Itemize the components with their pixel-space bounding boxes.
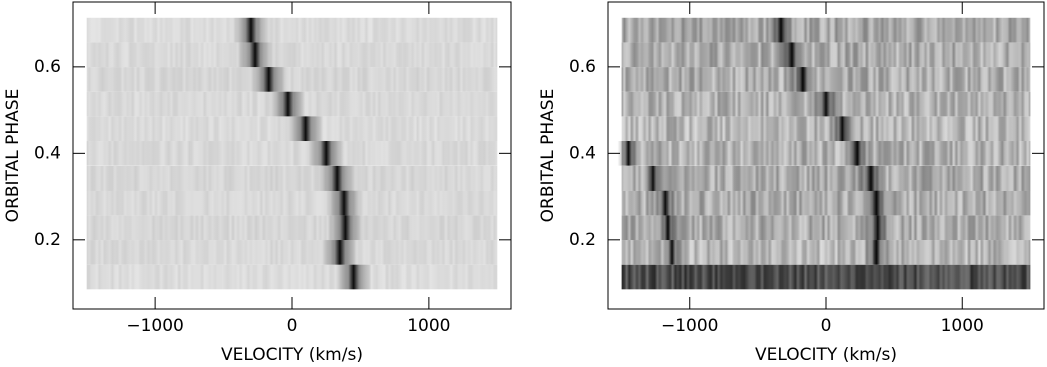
spectrum-row <box>621 116 1031 142</box>
y-tick-label: 0.2 <box>34 230 61 250</box>
absorption-feature <box>862 240 891 265</box>
absorption-feature <box>864 215 892 241</box>
x-tick-label: −1000 <box>661 316 719 336</box>
absorption-feature <box>778 42 806 68</box>
y-tick-label: 0.2 <box>569 230 596 250</box>
spectrum-row <box>621 240 1031 265</box>
spectrum-row <box>86 264 498 290</box>
spectrum-row <box>621 141 1031 166</box>
spectrum-row <box>621 42 1031 68</box>
absorption-feature <box>617 141 640 166</box>
absorption-feature <box>767 17 795 43</box>
spectrum-row <box>86 67 498 92</box>
spectrum-row <box>86 190 498 216</box>
y-tick-label: 0.4 <box>34 143 61 163</box>
absorption-feature <box>654 190 677 216</box>
absorption-feature <box>335 264 372 290</box>
absorption-feature <box>326 190 362 216</box>
absorption-feature <box>789 67 817 92</box>
absorption-feature <box>270 91 306 117</box>
spectrum-row <box>621 17 1031 43</box>
x-tick-label: −1000 <box>126 316 184 336</box>
spectrum-row <box>86 240 498 265</box>
spectrum-row <box>621 190 1031 216</box>
absorption-feature <box>862 190 891 216</box>
spectrum-row <box>86 42 498 68</box>
x-tick-label: 0 <box>287 316 298 336</box>
spectrum-row <box>86 165 498 191</box>
absorption-feature <box>657 215 679 241</box>
spectrum-row <box>621 165 1031 191</box>
absorption-feature <box>857 165 885 191</box>
y-tick-label: 0.6 <box>34 57 61 77</box>
absorption-feature <box>843 141 871 166</box>
absorption-feature <box>327 215 364 241</box>
absorption-feature <box>322 240 358 265</box>
absorption-feature <box>287 116 324 142</box>
spectrum-row <box>621 264 1031 290</box>
spectrum-row <box>86 215 498 241</box>
x-axis-label: VELOCITY (km/s) <box>755 345 897 365</box>
y-axis-label: ORBITAL PHASE <box>538 89 558 223</box>
absorption-feature <box>319 165 355 191</box>
spectrum-row <box>621 215 1031 241</box>
spectrum-row <box>86 141 498 166</box>
y-tick-label: 0.4 <box>569 143 596 163</box>
absorption-feature <box>661 240 683 265</box>
x-tick-label: 1000 <box>941 316 984 336</box>
absorption-feature <box>233 17 269 43</box>
absorption-feature <box>250 67 287 92</box>
x-axis-label: VELOCITY (km/s) <box>221 345 363 365</box>
x-tick-label: 1000 <box>407 316 450 336</box>
y-tick-label: 0.6 <box>569 57 596 77</box>
absorption-feature <box>812 91 840 117</box>
absorption-feature <box>237 42 273 68</box>
spectrum-row <box>86 17 498 43</box>
absorption-feature <box>828 116 856 142</box>
x-tick-label: 0 <box>821 316 832 336</box>
y-axis-label: ORBITAL PHASE <box>3 89 23 223</box>
spectrum-row <box>621 67 1031 92</box>
absorption-feature <box>308 141 345 166</box>
absorption-feature <box>642 165 664 191</box>
